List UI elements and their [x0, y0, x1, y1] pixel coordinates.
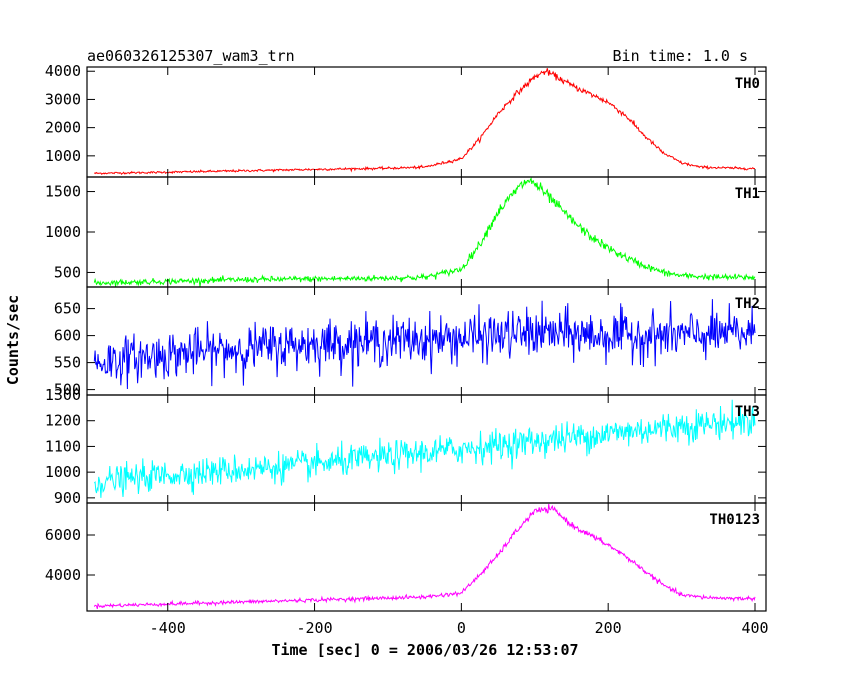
panel-th1: 500 1000 1500 TH1 — [45, 176, 767, 288]
series-line-th2 — [93, 299, 756, 390]
x-tick-label: 400 — [741, 619, 768, 637]
y-tick-label: 500 — [54, 381, 81, 399]
series-line-th0 — [93, 68, 756, 175]
y-tick-label: 650 — [54, 300, 81, 318]
y-tick-label: 600 — [54, 327, 81, 345]
panel-frame — [86, 66, 767, 178]
y-tick-label: 1200 — [45, 412, 81, 430]
series-label-th1: TH1 — [735, 186, 760, 202]
panel-th0123: 4000 6000 TH0123 — [45, 502, 767, 612]
y-tick-label: 1500 — [45, 183, 81, 201]
y-tick-label: 1000 — [45, 147, 81, 165]
series-line-th0123 — [93, 503, 756, 610]
y-tick-label: 3000 — [45, 90, 81, 108]
chart-title: ae060326125307_wam3_trn — [87, 47, 295, 65]
y-tick-label: 1100 — [45, 437, 81, 455]
x-tick-label: 0 — [457, 619, 466, 637]
series-label-th3: TH3 — [735, 404, 760, 420]
x-tick-label: -400 — [150, 619, 186, 637]
y-tick-label: 1300 — [45, 386, 81, 404]
y-tick-label: 4000 — [45, 566, 81, 584]
x-tick-label: -200 — [296, 619, 332, 637]
y-tick-label: 900 — [54, 489, 81, 507]
series-line-th3 — [93, 399, 756, 498]
series-label-th2: TH2 — [735, 296, 760, 312]
x-axis-label: Time [sec] 0 = 2006/03/26 12:53:07 — [271, 641, 578, 659]
y-axis-label: Counts/sec — [4, 295, 22, 385]
panel-frame — [86, 502, 767, 612]
x-tick-label: 200 — [595, 619, 622, 637]
y-tick-label: 4000 — [45, 62, 81, 80]
series-label-th0123: TH0123 — [709, 512, 760, 528]
y-tick-label: 1000 — [45, 463, 81, 481]
y-tick-label: 1000 — [45, 223, 81, 241]
panel-th0: 1000 2000 3000 4000 TH0 — [45, 62, 767, 178]
panel-th3: 900 1000 1100 1200 1300 TH3 — [45, 386, 767, 507]
y-tick-label: 500 — [54, 263, 81, 281]
series-label-th0: TH0 — [735, 76, 760, 92]
y-tick-label: 550 — [54, 354, 81, 372]
series-line-th1 — [93, 177, 756, 287]
y-tick-label: 6000 — [45, 526, 81, 544]
y-tick-label: 2000 — [45, 119, 81, 137]
panel-th2: 500 550 600 650 TH2 — [54, 286, 767, 399]
chart-subtitle: Bin time: 1.0 s — [613, 47, 748, 65]
